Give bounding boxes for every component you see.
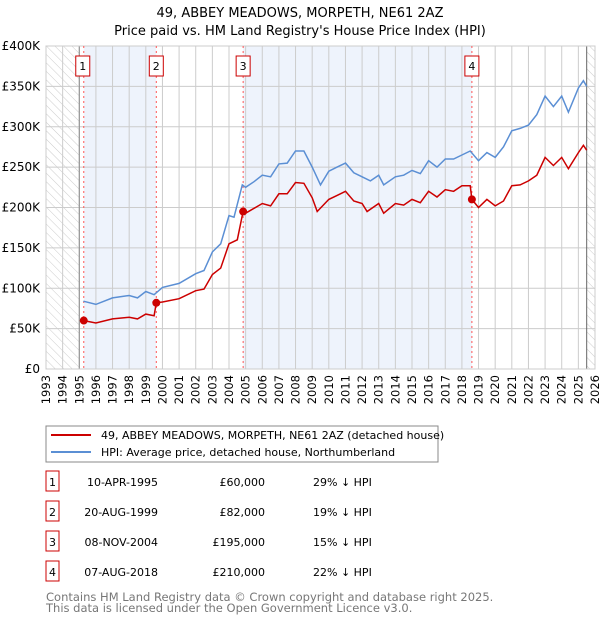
chart-subtitle: Price paid vs. HM Land Registry's House … <box>114 24 486 39</box>
sale-row-date: 20-AUG-1999 <box>84 506 158 519</box>
sale-row-hpi: 22% ↓ HPI <box>313 566 372 579</box>
x-tick-label: 1997 <box>106 375 120 404</box>
x-tick-label: 1999 <box>139 375 153 404</box>
sale-row-number-box <box>45 530 60 552</box>
sale-point <box>152 298 161 307</box>
sale-label-number: 3 <box>240 60 247 73</box>
x-tick-label: 2006 <box>255 375 269 404</box>
x-tick-label: 2004 <box>222 375 236 404</box>
sale-point <box>239 207 248 216</box>
x-tick-label: 2019 <box>472 375 486 404</box>
sale-row-number-box <box>45 470 60 492</box>
y-tick-label: £200K <box>2 201 42 215</box>
x-tick-label: 2016 <box>422 375 436 404</box>
sale-row-number: 4 <box>49 566 56 579</box>
sale-point <box>467 195 476 204</box>
y-tick-label: £300K <box>2 120 42 134</box>
plot-border <box>45 45 596 370</box>
x-tick-label: 2007 <box>272 375 286 404</box>
x-tick-label: 1994 <box>56 375 70 404</box>
sale-row-hpi: 19% ↓ HPI <box>313 506 372 519</box>
x-tick-label: 1998 <box>122 375 136 404</box>
x-tick-label: 2018 <box>455 375 469 404</box>
series-line <box>83 143 588 324</box>
x-tick-label: 1995 <box>72 375 86 404</box>
y-tick-label: £100K <box>2 281 42 295</box>
x-tick-label: 2014 <box>388 375 402 404</box>
x-tick-label: 2013 <box>372 375 386 404</box>
footer-line-2: This data is licensed under the Open Gov… <box>45 601 412 615</box>
sale-label-number: 2 <box>153 60 160 73</box>
x-tick-label: 2001 <box>172 375 186 404</box>
sale-label-box <box>235 55 251 77</box>
sale-label-box <box>75 55 91 77</box>
x-tick-label: 2009 <box>305 375 319 404</box>
x-tick-label: 2003 <box>205 375 219 404</box>
sale-label-box <box>464 55 480 77</box>
x-tick-label: 1993 <box>39 375 53 404</box>
x-tick-label: 2005 <box>239 375 253 404</box>
sale-label-number: 1 <box>79 60 86 73</box>
x-tick-label: 2012 <box>355 375 369 404</box>
sale-row-number: 3 <box>49 536 56 549</box>
x-tick-label: 2024 <box>555 375 569 404</box>
x-tick-label: 2022 <box>521 375 535 404</box>
x-tick-label: 2008 <box>289 375 303 404</box>
x-tick-label: 2020 <box>488 375 502 404</box>
sale-row-number-box <box>45 500 60 522</box>
sale-point <box>79 316 88 325</box>
x-tick-label: 2011 <box>338 375 352 404</box>
sale-row-hpi: 29% ↓ HPI <box>313 476 372 489</box>
sale-row-number: 2 <box>49 506 56 519</box>
x-tick-label: 2025 <box>571 375 585 404</box>
y-tick-label: £250K <box>2 160 42 174</box>
x-tick-label: 2023 <box>538 375 552 404</box>
x-tick-label: 1996 <box>89 375 103 404</box>
sale-row-date: 10-APR-1995 <box>87 476 158 489</box>
x-tick-label: 2000 <box>155 375 169 404</box>
y-tick-label: £400K <box>2 39 42 53</box>
legend-label-price: 49, ABBEY MEADOWS, MORPETH, NE61 2AZ (de… <box>101 429 444 442</box>
y-tick-label: £350K <box>2 79 42 93</box>
sale-row-price: £210,000 <box>213 566 266 579</box>
x-tick-label: 2021 <box>505 375 519 404</box>
sale-row-date: 07-AUG-2018 <box>84 566 158 579</box>
x-tick-label: 2010 <box>322 375 336 404</box>
legend-label-hpi: HPI: Average price, detached house, Nort… <box>101 446 395 459</box>
x-tick-label: 2002 <box>189 375 203 404</box>
sale-row-price: £195,000 <box>213 536 266 549</box>
sale-label-box <box>148 55 164 77</box>
sale-row-number: 1 <box>49 476 56 489</box>
y-tick-label: £150K <box>2 241 42 255</box>
sale-label-number: 4 <box>468 60 475 73</box>
series-line <box>83 79 588 306</box>
sale-row-price: £60,000 <box>220 476 266 489</box>
sale-row-price: £82,000 <box>220 506 266 519</box>
sale-row-date: 08-NOV-2004 <box>84 536 158 549</box>
y-tick-label: £50K <box>9 322 41 336</box>
x-tick-label: 2015 <box>405 375 419 404</box>
sale-row-hpi: 15% ↓ HPI <box>313 536 372 549</box>
x-tick-label: 2026 <box>588 375 600 404</box>
chart-title: 49, ABBEY MEADOWS, MORPETH, NE61 2AZ <box>157 6 444 21</box>
sale-row-number-box <box>45 560 60 582</box>
footer-line-1: Contains HM Land Registry data © Crown c… <box>46 590 493 604</box>
y-tick-label: £0 <box>25 362 40 376</box>
legend-box <box>45 425 439 463</box>
x-tick-label: 2017 <box>438 375 452 404</box>
